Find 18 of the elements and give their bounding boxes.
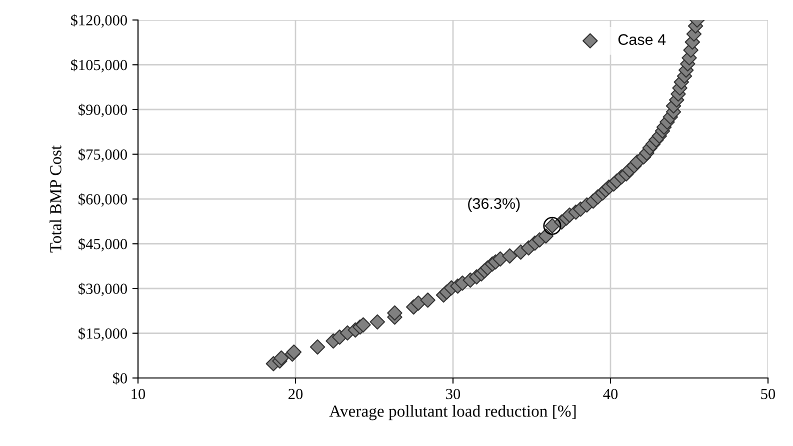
y-axis-title: Total BMP Cost [50,145,62,252]
x-tick-label: 30 [446,388,460,400]
y-tick-label: $15,000 [78,327,127,341]
y-tick-label: $45,000 [78,238,127,252]
y-tick-label: $75,000 [78,148,127,162]
x-axis-title: Average pollutant load reduction [%] [329,405,576,420]
y-tick-label: $30,000 [78,282,127,296]
x-tick-label: 20 [288,388,303,400]
x-tick-label: 40 [603,388,618,400]
x-tick-label: 50 [761,388,776,400]
annotation: (36.3%) [468,198,520,212]
y-tick-label: $0 [112,372,127,384]
legend-label: Case 4 [618,34,666,45]
y-tick-label: $90,000 [78,104,127,118]
x-tick-label: 10 [132,388,146,400]
y-tick-label: $120,000 [70,14,127,28]
y-tick-label: $60,000 [78,193,127,207]
y-tick-label: $105,000 [70,58,127,72]
